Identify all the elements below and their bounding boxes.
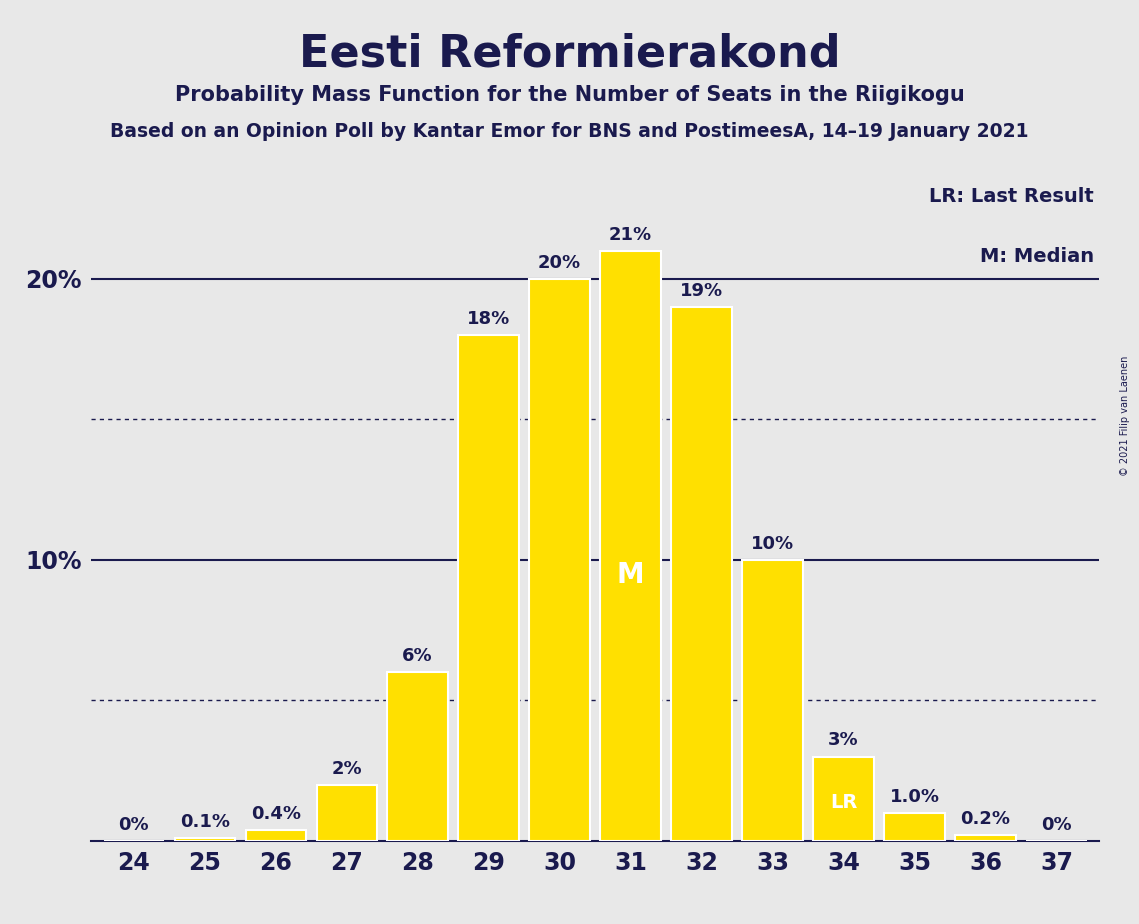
Text: 10%: 10% (751, 535, 794, 553)
Text: 20%: 20% (538, 254, 581, 272)
Bar (600, 250, 661, 841)
Bar (671, 307, 731, 841)
Text: LR: LR (830, 794, 858, 812)
Text: 0.4%: 0.4% (251, 805, 301, 822)
Text: Based on an Opinion Poll by Kantar Emor for BNS and PostimeesA, 14–19 January 20: Based on an Opinion Poll by Kantar Emor … (110, 122, 1029, 141)
Text: 3%: 3% (828, 732, 859, 749)
Text: 0.2%: 0.2% (960, 810, 1010, 828)
Bar (459, 335, 519, 841)
Text: Probability Mass Function for the Number of Seats in the Riigikogu: Probability Mass Function for the Number… (174, 85, 965, 105)
Text: M: Median: M: Median (980, 248, 1095, 266)
Text: 2%: 2% (331, 760, 362, 778)
Text: 21%: 21% (609, 225, 653, 244)
Bar (956, 835, 1016, 841)
Text: M: M (617, 561, 645, 590)
Text: 18%: 18% (467, 310, 510, 328)
Bar (246, 830, 306, 841)
Bar (884, 813, 944, 841)
Bar (743, 560, 803, 841)
Bar (317, 784, 377, 841)
Text: 0%: 0% (118, 816, 149, 833)
Bar (530, 279, 590, 841)
Text: LR: Last Result: LR: Last Result (929, 187, 1095, 205)
Text: 0%: 0% (1041, 816, 1072, 833)
Text: 19%: 19% (680, 282, 723, 299)
Bar (813, 757, 874, 841)
Text: © 2021 Filip van Laenen: © 2021 Filip van Laenen (1121, 356, 1130, 476)
Text: 1.0%: 1.0% (890, 787, 940, 806)
Text: 0.1%: 0.1% (180, 813, 230, 831)
Bar (387, 673, 448, 841)
Text: 6%: 6% (402, 647, 433, 665)
Text: Eesti Reformierakond: Eesti Reformierakond (298, 32, 841, 76)
Bar (174, 838, 235, 841)
